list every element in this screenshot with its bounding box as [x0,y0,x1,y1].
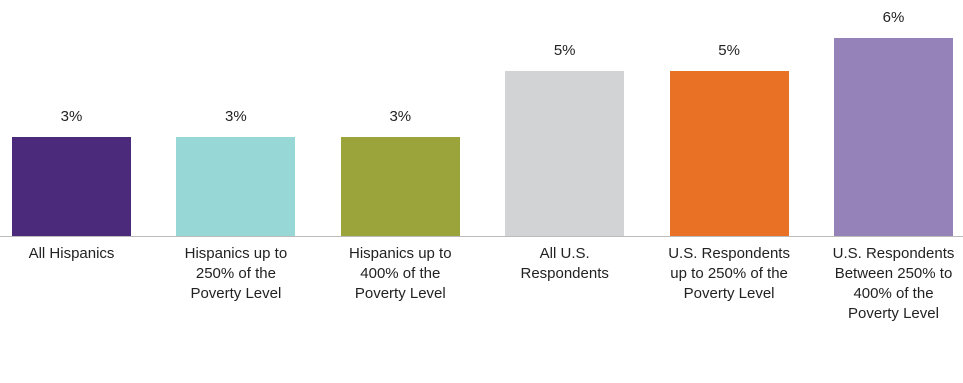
bar [176,137,296,236]
value-label: 3% [225,108,247,125]
x-tick-label: Hispanics up to 400% of the Poverty Leve… [349,245,452,302]
bar [12,137,131,236]
bar [669,71,789,236]
x-tick-label: U.S. Respondents Between 250% to 400% of… [832,245,955,322]
value-label: 5% [718,42,740,59]
x-tick-label: U.S. Respondents up to 250% of the Pover… [668,245,790,302]
value-label: 5% [553,42,576,59]
x-tick-label: All Hispanics [28,245,115,262]
x-tick-label: Hispanics up to 250% of the Poverty Leve… [184,245,288,302]
baseline [0,236,963,237]
bar [834,38,953,236]
value-label: 3% [60,108,83,125]
value-label: 6% [882,9,905,26]
bar [505,71,625,236]
x-tick-label: All U.S. Respondents [520,245,609,282]
value-label: 3% [389,108,412,125]
bar [340,137,460,236]
